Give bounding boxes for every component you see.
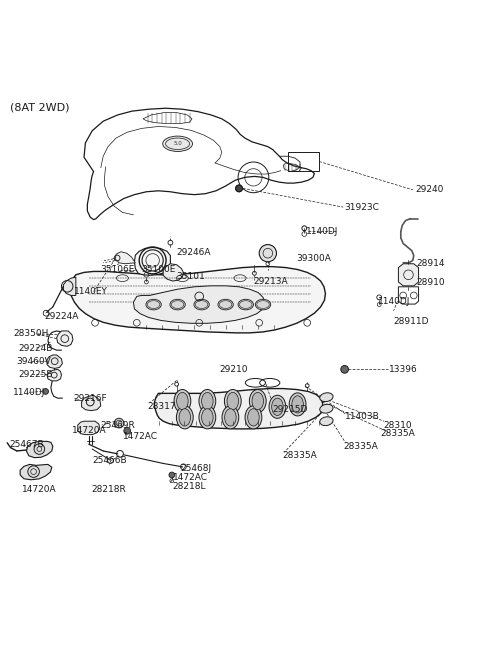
Text: 1472AC: 1472AC xyxy=(123,432,158,441)
Text: 35100E: 35100E xyxy=(142,265,176,274)
Ellipse shape xyxy=(224,389,241,412)
Text: 1140DJ: 1140DJ xyxy=(306,226,338,236)
Ellipse shape xyxy=(225,409,236,426)
Ellipse shape xyxy=(222,406,239,429)
Ellipse shape xyxy=(252,393,264,410)
Ellipse shape xyxy=(248,409,259,426)
Polygon shape xyxy=(115,251,135,264)
Ellipse shape xyxy=(194,299,209,310)
Text: 14720A: 14720A xyxy=(22,485,57,494)
Circle shape xyxy=(114,418,124,428)
Ellipse shape xyxy=(320,416,333,426)
Polygon shape xyxy=(47,355,62,368)
Ellipse shape xyxy=(269,395,286,418)
Ellipse shape xyxy=(170,299,185,310)
Text: 1472AC: 1472AC xyxy=(173,473,208,482)
Ellipse shape xyxy=(320,405,333,413)
Text: 28218R: 28218R xyxy=(91,485,126,494)
Polygon shape xyxy=(63,277,76,296)
Text: 5.0: 5.0 xyxy=(173,141,182,147)
Text: 35106E: 35106E xyxy=(100,265,134,274)
Text: 29224B: 29224B xyxy=(18,344,53,352)
Ellipse shape xyxy=(238,299,253,310)
Text: 28310: 28310 xyxy=(383,420,412,430)
Circle shape xyxy=(341,366,348,373)
Text: 11403B: 11403B xyxy=(345,412,379,421)
Ellipse shape xyxy=(250,389,266,412)
Text: 13396: 13396 xyxy=(389,365,418,374)
Text: 28350H: 28350H xyxy=(13,329,49,339)
Text: 28335A: 28335A xyxy=(381,429,415,438)
Polygon shape xyxy=(70,267,325,333)
Text: 1140EY: 1140EY xyxy=(74,287,108,296)
Text: 28317: 28317 xyxy=(148,403,177,411)
Ellipse shape xyxy=(272,398,283,415)
Text: 35101: 35101 xyxy=(176,272,205,280)
Text: 1140DJ: 1140DJ xyxy=(378,297,410,306)
Text: (8AT 2WD): (8AT 2WD) xyxy=(10,102,69,112)
Ellipse shape xyxy=(163,136,192,151)
Text: 28335A: 28335A xyxy=(282,451,317,460)
Circle shape xyxy=(43,389,48,394)
Polygon shape xyxy=(20,465,52,480)
Ellipse shape xyxy=(227,393,239,410)
Text: 29240: 29240 xyxy=(416,185,444,194)
Circle shape xyxy=(236,185,242,192)
Ellipse shape xyxy=(174,389,191,412)
Text: 28914: 28914 xyxy=(417,259,445,268)
Polygon shape xyxy=(57,331,73,347)
Text: 29225B: 29225B xyxy=(18,370,53,379)
Bar xyxy=(288,152,319,171)
Polygon shape xyxy=(163,264,183,281)
Text: 1140DJ: 1140DJ xyxy=(13,388,46,397)
Text: 28911D: 28911D xyxy=(394,317,429,326)
Text: 25469R: 25469R xyxy=(101,422,135,430)
Polygon shape xyxy=(155,389,323,429)
Polygon shape xyxy=(78,421,100,435)
Text: 25468J: 25468J xyxy=(180,464,212,473)
Ellipse shape xyxy=(289,393,306,416)
Polygon shape xyxy=(134,248,170,275)
Ellipse shape xyxy=(218,299,233,310)
Polygon shape xyxy=(398,264,419,286)
Text: 29215D: 29215D xyxy=(273,405,308,414)
Ellipse shape xyxy=(292,396,303,413)
Text: 25466B: 25466B xyxy=(93,456,127,465)
Text: 29213A: 29213A xyxy=(253,277,288,286)
Circle shape xyxy=(259,245,276,262)
Ellipse shape xyxy=(177,393,188,410)
Ellipse shape xyxy=(179,409,191,426)
Circle shape xyxy=(169,472,175,478)
Ellipse shape xyxy=(146,299,161,310)
Text: 25467B: 25467B xyxy=(10,440,44,449)
Ellipse shape xyxy=(320,393,333,402)
Text: 14720A: 14720A xyxy=(72,426,107,436)
Text: 29224A: 29224A xyxy=(44,312,79,321)
Text: 39300A: 39300A xyxy=(297,255,332,263)
Polygon shape xyxy=(26,442,53,457)
Text: 28910: 28910 xyxy=(417,279,445,288)
Ellipse shape xyxy=(202,409,213,426)
Text: 29216F: 29216F xyxy=(73,393,107,403)
Ellipse shape xyxy=(177,406,193,429)
Polygon shape xyxy=(47,370,61,381)
Ellipse shape xyxy=(199,389,216,412)
Text: 29210: 29210 xyxy=(220,365,248,374)
Ellipse shape xyxy=(202,393,213,410)
Polygon shape xyxy=(133,286,265,323)
Ellipse shape xyxy=(199,406,216,429)
Text: 28218L: 28218L xyxy=(173,482,206,491)
Circle shape xyxy=(124,428,131,434)
Text: 28335A: 28335A xyxy=(344,442,378,451)
Text: 39460V: 39460V xyxy=(16,357,50,366)
Circle shape xyxy=(236,185,242,192)
Ellipse shape xyxy=(255,299,271,310)
Text: 29246A: 29246A xyxy=(177,248,211,257)
Text: 31923C: 31923C xyxy=(345,203,380,212)
Polygon shape xyxy=(82,395,101,411)
Ellipse shape xyxy=(245,406,262,429)
